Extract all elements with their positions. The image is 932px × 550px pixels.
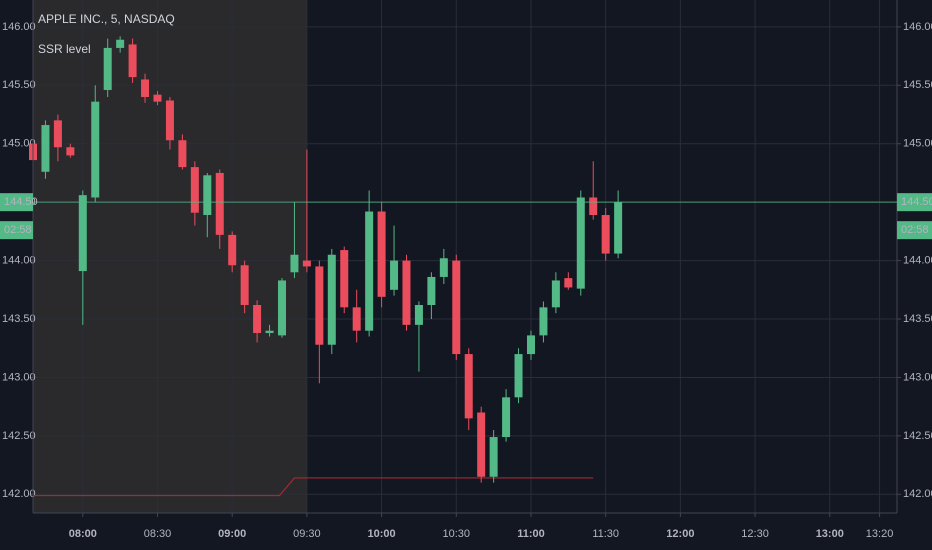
candle-body xyxy=(452,260,461,355)
x-tick-label: 09:00 xyxy=(218,528,246,540)
y-tick-label: 143.50 xyxy=(2,313,36,325)
candle-body xyxy=(165,100,174,141)
x-tick-label: 08:30 xyxy=(144,528,172,540)
candle-body xyxy=(66,147,75,156)
x-tick-label: 10:30 xyxy=(443,528,471,540)
candle-body xyxy=(601,215,610,254)
x-tick-label: 11:30 xyxy=(592,528,619,540)
candle-body xyxy=(589,197,598,216)
candle-body xyxy=(526,335,535,355)
y-tick-label: 144.00 xyxy=(2,254,36,266)
candle-body xyxy=(103,47,112,90)
price-label: 144.50 xyxy=(4,196,38,208)
candle-body xyxy=(551,280,560,308)
price-label-box xyxy=(897,193,932,212)
candle-body xyxy=(228,234,237,266)
candle-body xyxy=(240,265,249,305)
candle-body xyxy=(464,354,473,419)
candle-body xyxy=(489,437,498,477)
candle-body xyxy=(277,280,286,336)
countdown-label: 02:58 xyxy=(4,224,32,236)
candle-body xyxy=(352,307,361,331)
chart-title: APPLE INC., 5, NASDAQ xyxy=(38,12,175,26)
y-tick-label: 142.00 xyxy=(903,488,932,500)
candle-body xyxy=(178,140,187,168)
candle-body xyxy=(502,397,511,438)
x-tick-label: 12:30 xyxy=(741,528,769,540)
candle-body xyxy=(564,278,573,288)
candle-body xyxy=(427,276,436,305)
candle-body xyxy=(414,304,423,325)
price-label-box xyxy=(0,193,33,212)
marks-layer xyxy=(29,36,623,497)
y-tick-label: 143.50 xyxy=(903,313,932,325)
under-layer: 142.00 142.00 142.50 142.50 143.00 143.00 143.… xyxy=(2,0,932,540)
countdown-label: 02:58 xyxy=(901,224,929,236)
candle-body xyxy=(141,79,150,97)
candle-body xyxy=(327,254,336,345)
candle-body xyxy=(265,330,274,334)
candle-body xyxy=(203,175,212,216)
candle-body xyxy=(514,354,523,398)
y-tick-label: 143.00 xyxy=(903,371,932,383)
candle-body xyxy=(128,44,137,78)
x-tick-label: 09:30 xyxy=(293,528,321,540)
y-tick-label: 142.00 xyxy=(2,488,36,500)
x-tick-label: 13:20 xyxy=(866,528,894,540)
candle-body xyxy=(190,167,199,213)
countdown-box xyxy=(897,221,932,240)
ssr-line xyxy=(33,477,594,497)
legend-entry: SSR level xyxy=(38,42,91,56)
candle-body xyxy=(78,195,87,272)
y-tick-label: 145.50 xyxy=(2,79,36,91)
x-tick-label: 11:00 xyxy=(517,528,545,540)
candle-body xyxy=(614,202,623,254)
over-layer: 144.50 02:58 144.50 02:58 xyxy=(0,193,932,240)
candle-body xyxy=(477,412,486,477)
price-label: 144.50 xyxy=(901,196,932,208)
candle-body xyxy=(153,94,162,102)
candle-body xyxy=(390,260,399,290)
candle-body xyxy=(439,258,448,277)
candle-body xyxy=(539,307,548,336)
y-tick-label: 145.00 xyxy=(903,138,932,150)
y-tick-label: 142.50 xyxy=(2,430,36,442)
y-tick-label: 146.00 xyxy=(903,21,932,33)
y-tick-label: 145.00 xyxy=(2,138,36,150)
candle-body xyxy=(116,39,125,48)
x-tick-label: 12:00 xyxy=(666,528,694,540)
candle-body xyxy=(290,254,299,273)
y-tick-label: 144.00 xyxy=(903,254,932,266)
candle-body xyxy=(402,260,411,325)
candle-body xyxy=(53,120,62,148)
candle-body xyxy=(340,250,349,308)
candle-body xyxy=(41,125,50,172)
x-tick-label: 10:00 xyxy=(368,528,396,540)
x-tick-label: 13:00 xyxy=(816,528,844,540)
y-tick-label: 146.00 xyxy=(2,21,36,33)
y-tick-label: 142.50 xyxy=(903,430,932,442)
candle-body xyxy=(215,172,224,235)
y-tick-label: 145.50 xyxy=(903,79,932,91)
candle-body xyxy=(377,211,386,297)
candle-body xyxy=(315,266,324,345)
x-tick-label: 08:00 xyxy=(69,528,97,540)
candle-body xyxy=(365,211,374,331)
candle-body xyxy=(253,304,262,334)
candle-body xyxy=(576,197,585,289)
countdown-box xyxy=(0,221,33,240)
candle-body xyxy=(302,260,311,267)
candle-body xyxy=(91,101,100,198)
y-tick-label: 143.00 xyxy=(2,371,36,383)
